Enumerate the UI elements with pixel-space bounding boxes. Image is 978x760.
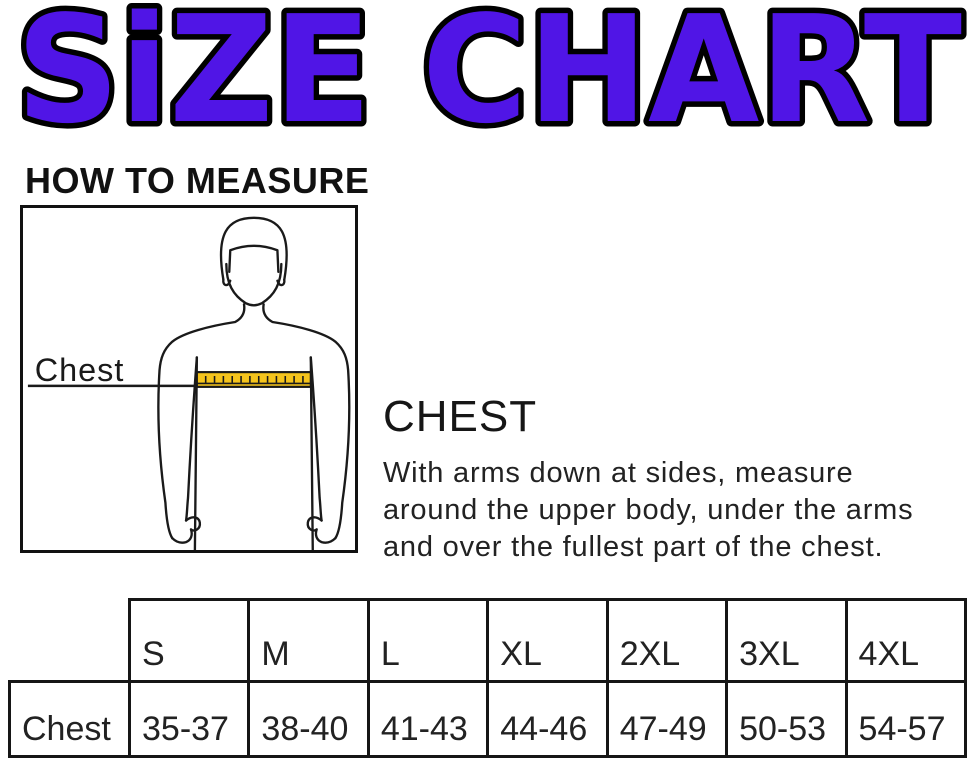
left-hand [171, 516, 202, 544]
row-label-chest: Chest [8, 680, 131, 758]
size-col-header-2xl: 2XL [605, 598, 729, 683]
hair-outline [219, 216, 288, 281]
chest-info-line-3: and over the fullest part of the chest. [383, 531, 884, 564]
face-outline [225, 262, 283, 307]
chest-value-s: 35-37 [127, 680, 251, 758]
measure-figure-box: Chest [20, 205, 358, 553]
size-col-header-3xl: 3XL [725, 598, 848, 683]
size-col-header-s: S [127, 598, 251, 683]
title-text: SiZE CHART [16, 0, 962, 152]
hair-fringe [228, 244, 280, 274]
chest-value-4xl: 54-57 [844, 680, 968, 758]
title-svg: SiZE CHART [11, 0, 968, 152]
chest-value-m: 38-40 [247, 680, 370, 758]
chest-info-line-1: With arms down at sides, measure [383, 457, 854, 490]
size-col-header-4xl: 4XL [844, 598, 968, 683]
chest-info-heading: CHEST [383, 392, 538, 441]
chest-figure-label: Chest [35, 352, 125, 388]
chest-measurements-row: Chest 35-37 38-40 41-43 44-46 47-49 50-5… [8, 680, 968, 758]
measuring-tape [195, 371, 312, 388]
right-hand [306, 516, 337, 544]
right-neck-shoulder-arm [262, 303, 351, 540]
size-col-header-l: L [366, 598, 490, 683]
chest-value-xl: 44-46 [486, 680, 609, 758]
right-inner-arm [309, 356, 323, 522]
left-inner-arm [184, 356, 199, 522]
size-table: S M L XL 2XL 3XL 4XL Chest 35-37 38-40 4… [8, 598, 968, 758]
chest-info-section: CHEST With arms down at sides, measure a… [383, 392, 973, 566]
left-neck-shoulder-arm [157, 303, 246, 540]
how-to-measure-heading: HOW TO MEASURE [25, 160, 370, 201]
torso-right-edge [309, 356, 314, 550]
size-chart-title: SiZE CHART [0, 0, 978, 152]
chest-value-l: 41-43 [366, 680, 490, 758]
person-outline [157, 216, 351, 550]
table-corner-cell [10, 600, 130, 682]
chest-value-2xl: 47-49 [605, 680, 729, 758]
tape-tick-marks [204, 376, 304, 383]
torso-left-edge [193, 356, 199, 550]
chest-info-line-2: around the upper body, under the arms [383, 494, 914, 527]
chest-value-3xl: 50-53 [725, 680, 848, 758]
size-col-header-xl: XL [486, 598, 609, 683]
size-table-header-row: S M L XL 2XL 3XL 4XL [10, 598, 968, 683]
figure-svg: Chest [27, 216, 351, 550]
size-col-header-m: M [247, 598, 370, 683]
